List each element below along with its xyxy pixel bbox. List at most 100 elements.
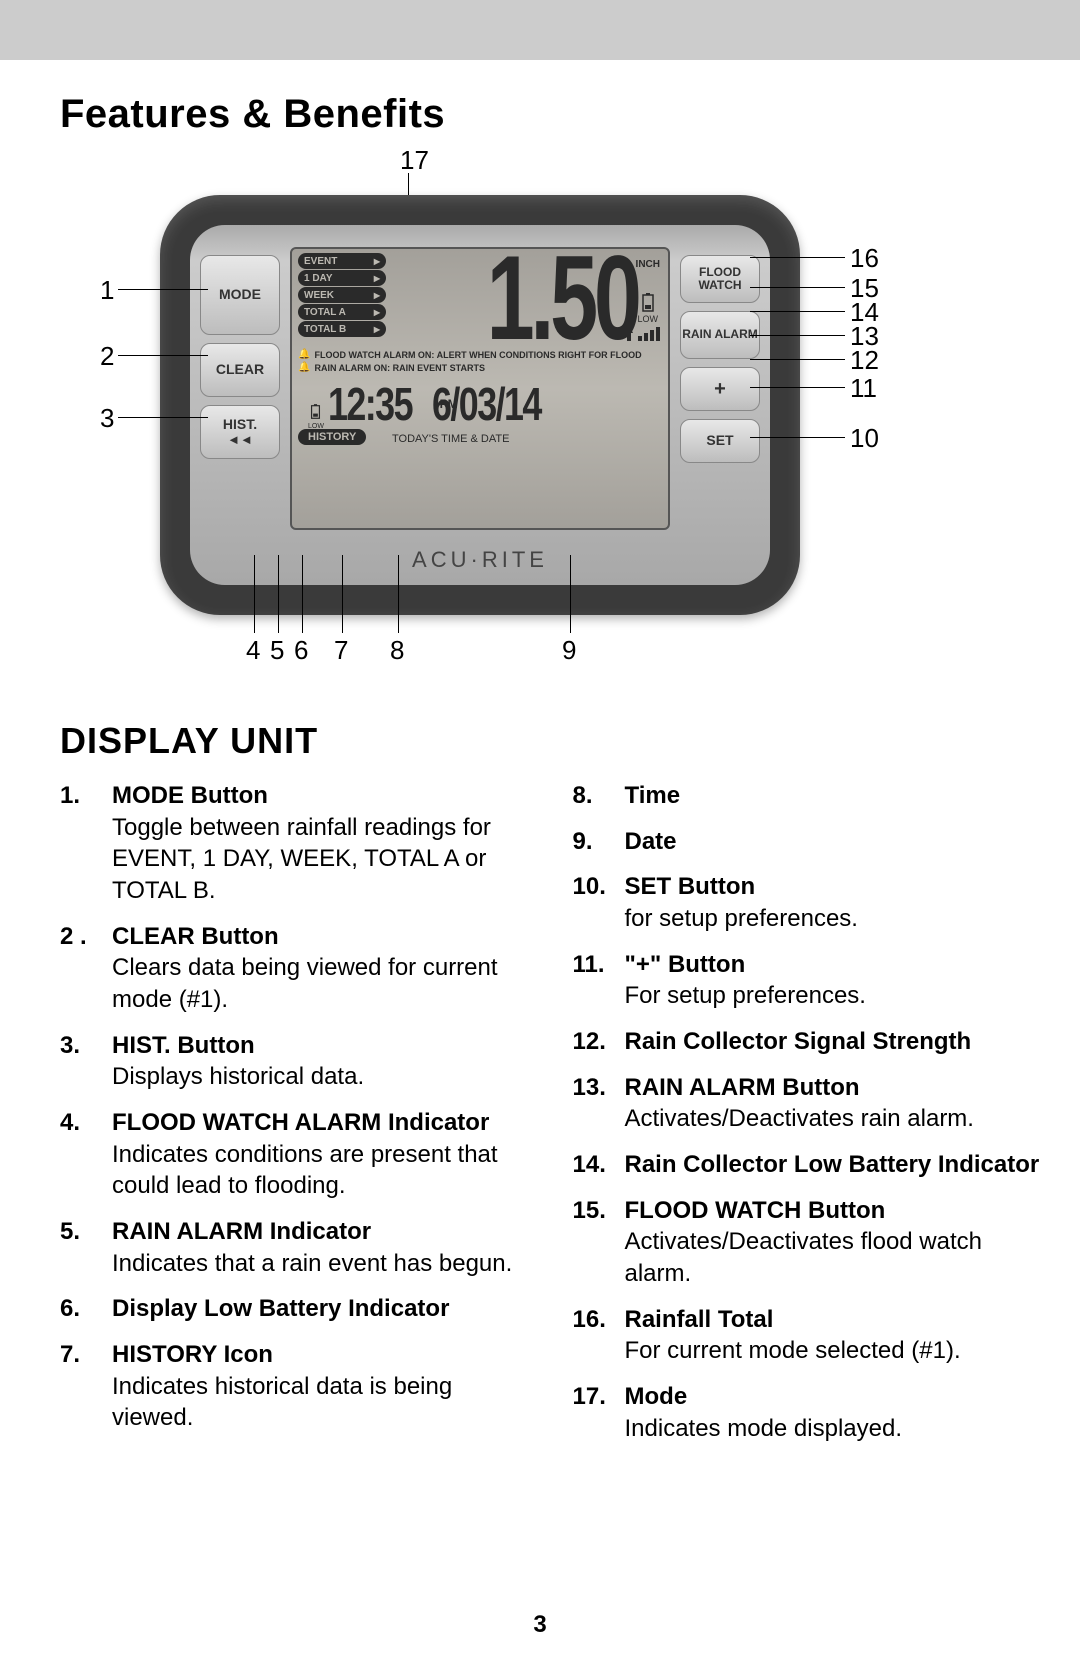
callout-17: 17 [400, 145, 429, 176]
item-label: Display Low Battery Indicator [112, 1295, 449, 1322]
history-icon: HISTORY [298, 429, 366, 445]
item-description: Activates/Deactivates rain alarm. [625, 1105, 974, 1132]
item-number: 15. [573, 1195, 619, 1227]
item-number: 9. [573, 826, 619, 858]
item-number: 4. [60, 1107, 106, 1139]
item-label: Date [625, 828, 677, 855]
feature-item: 16.Rainfall TotalFor current mode select… [573, 1304, 1046, 1367]
callout-4: 4 [246, 635, 260, 666]
top-grey-bar [0, 0, 1080, 60]
callout-line [570, 555, 571, 633]
feature-item: 13.RAIN ALARM ButtonActivates/Deactivate… [573, 1072, 1046, 1135]
feature-item: 7.HISTORY IconIndicates historical data … [60, 1339, 533, 1434]
low-label: LOW [637, 315, 658, 324]
item-label: HIST. Button [112, 1032, 255, 1059]
clear-button[interactable]: CLEAR [200, 343, 280, 397]
callout-line [118, 289, 208, 290]
display-low-battery-icon: LOW [308, 404, 324, 430]
callout-8: 8 [390, 635, 404, 666]
bell-icon: 🔔 [298, 349, 310, 360]
callout-line [750, 335, 845, 336]
right-button-column: FLOOD WATCH RAIN ALARM + SET [680, 255, 760, 463]
alarm2-text: RAIN ALARM ON: RAIN EVENT STARTS [314, 363, 485, 373]
plus-button[interactable]: + [680, 367, 760, 411]
item-number: 13. [573, 1072, 619, 1104]
item-description: Displays historical data. [112, 1063, 364, 1090]
item-label: "+" Button [625, 951, 746, 978]
item-number: 14. [573, 1149, 619, 1181]
feature-item: 11."+" ButtonFor setup preferences. [573, 949, 1046, 1012]
item-label: SET Button [625, 873, 756, 900]
item-number: 10. [573, 871, 619, 903]
feature-item: 14.Rain Collector Low Battery Indicator [573, 1149, 1046, 1181]
section-title: DISPLAY UNIT [60, 720, 318, 762]
mode-button[interactable]: MODE [200, 255, 280, 335]
alarm1-text: FLOOD WATCH ALARM ON: ALERT WHEN CONDITI… [314, 350, 641, 360]
callout-11: 11 [850, 373, 877, 404]
bell-icon: 🔔 [298, 362, 310, 373]
item-number: 1. [60, 780, 106, 812]
callout-line [750, 257, 845, 258]
hist-button-label: HIST. [223, 417, 257, 432]
mode-pill: 1 DAY▶ [298, 270, 386, 286]
mode-pill: WEEK▶ [298, 287, 386, 303]
item-number: 2 . [60, 921, 106, 953]
item-description: For current mode selected (#1). [625, 1337, 961, 1364]
item-description: Indicates that a rain event has begun. [112, 1250, 512, 1277]
item-label: HISTORY Icon [112, 1341, 273, 1368]
item-label: CLEAR Button [112, 923, 279, 950]
item-number: 8. [573, 780, 619, 812]
flood-watch-button[interactable]: FLOOD WATCH [680, 255, 760, 303]
callout-line [118, 355, 208, 356]
callout-9: 9 [562, 635, 576, 666]
callout-line [398, 555, 399, 633]
feature-item: 5.RAIN ALARM IndicatorIndicates that a r… [60, 1216, 533, 1279]
callout-line [750, 437, 845, 438]
time-reading: 12:35 [328, 377, 412, 431]
item-description: Clears data being viewed for current mod… [112, 954, 498, 1013]
callout-line [750, 311, 845, 312]
feature-item: 15.FLOOD WATCH Button Activates/Deactivat… [573, 1195, 1046, 1290]
device-outer-case: ACU·RITE MODE CLEAR HIST. ◄◄ FLOOD WATCH… [160, 195, 800, 615]
flood-watch-label: FLOOD WATCH [681, 266, 759, 292]
left-button-column: MODE CLEAR HIST. ◄◄ [200, 255, 280, 459]
feature-item: 8.Time [573, 780, 1046, 812]
item-number: 7. [60, 1339, 106, 1371]
callout-2: 2 [100, 341, 114, 372]
callout-line [342, 555, 343, 633]
signal-strength-icon [624, 325, 660, 341]
callout-5: 5 [270, 635, 284, 666]
rain-alarm-label: RAIN ALARM [682, 328, 758, 341]
item-label: RAIN ALARM Indicator [112, 1218, 371, 1245]
feature-item: 12.Rain Collector Signal Strength [573, 1026, 1046, 1058]
item-number: 12. [573, 1026, 619, 1058]
right-column: 8.Time9.Date10.SET Buttonfor setup prefe… [573, 780, 1046, 1458]
item-label: Rain Collector Signal Strength [625, 1028, 972, 1055]
hist-button[interactable]: HIST. ◄◄ [200, 405, 280, 459]
feature-item: 1.MODE ButtonToggle between rainfall rea… [60, 780, 533, 907]
item-label: Time [625, 782, 681, 809]
brand-logo: ACU·RITE [190, 547, 770, 573]
inch-label: INCH [636, 259, 660, 270]
time-date-row: LOW 12:35 PM 6/03/14 [308, 377, 571, 431]
callout-line [750, 287, 845, 288]
feature-columns: 1.MODE ButtonToggle between rainfall rea… [60, 780, 1045, 1458]
item-description: Activates/Deactivates flood watch alarm. [625, 1228, 983, 1287]
callout-12: 12 [850, 345, 879, 376]
lcd-screen: EVENT▶1 DAY▶WEEK▶TOTAL A▶TOTAL B▶ 1.50 I… [290, 247, 670, 530]
rain-alarm-button[interactable]: RAIN ALARM [680, 311, 760, 359]
feature-item: 9.Date [573, 826, 1046, 858]
signal-bar [638, 336, 642, 341]
callout-6: 6 [294, 635, 308, 666]
callout-line [254, 555, 255, 633]
set-button[interactable]: SET [680, 419, 760, 463]
feature-item: 3.HIST. ButtonDisplays historical data. [60, 1030, 533, 1093]
callout-line [750, 387, 845, 388]
rain-alarm-indicator: 🔔 RAIN ALARM ON: RAIN EVENT STARTS [298, 362, 485, 373]
callout-line [750, 359, 845, 360]
item-label: FLOOD WATCH Button [625, 1197, 886, 1224]
page-number: 3 [0, 1611, 1080, 1639]
mode-pill: TOTAL A▶ [298, 304, 386, 320]
callout-line [118, 417, 208, 418]
device-diagram: 17 ACU·RITE MODE CLEAR HIST. ◄◄ FLOOD WA… [60, 145, 1020, 685]
